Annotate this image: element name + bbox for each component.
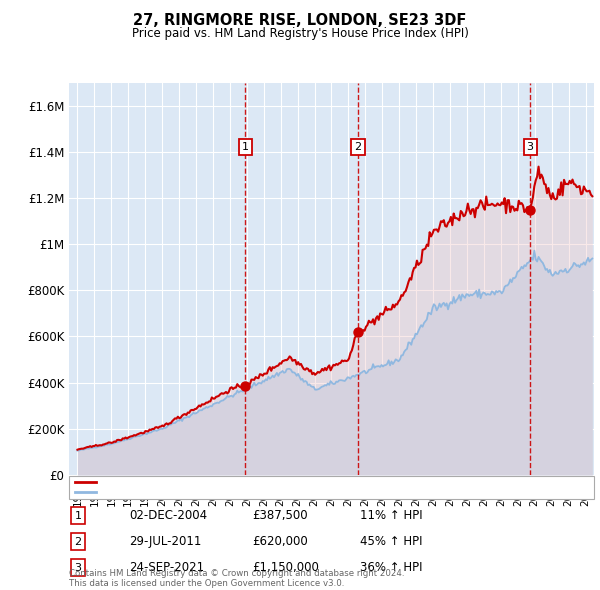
Text: Contains HM Land Registry data © Crown copyright and database right 2024.
This d: Contains HM Land Registry data © Crown c… <box>69 569 404 588</box>
Text: 1: 1 <box>242 142 249 152</box>
Text: 27, RINGMORE RISE, LONDON, SE23 3DF: 27, RINGMORE RISE, LONDON, SE23 3DF <box>133 13 467 28</box>
Text: 24-SEP-2021: 24-SEP-2021 <box>129 561 204 574</box>
Text: £387,500: £387,500 <box>252 509 308 522</box>
Text: 3: 3 <box>74 563 82 572</box>
Text: HPI: Average price, detached house, Lewisham: HPI: Average price, detached house, Lewi… <box>102 487 347 497</box>
Text: 2: 2 <box>74 537 82 546</box>
Text: 02-DEC-2004: 02-DEC-2004 <box>129 509 207 522</box>
Text: 27, RINGMORE RISE, LONDON, SE23 3DF (detached house): 27, RINGMORE RISE, LONDON, SE23 3DF (det… <box>102 477 409 487</box>
Text: 2: 2 <box>355 142 362 152</box>
Text: £620,000: £620,000 <box>252 535 308 548</box>
Text: 3: 3 <box>527 142 533 152</box>
Text: 45% ↑ HPI: 45% ↑ HPI <box>360 535 422 548</box>
Text: 11% ↑ HPI: 11% ↑ HPI <box>360 509 422 522</box>
Text: £1,150,000: £1,150,000 <box>252 561 319 574</box>
Text: 1: 1 <box>74 511 82 520</box>
Text: 36% ↑ HPI: 36% ↑ HPI <box>360 561 422 574</box>
Text: Price paid vs. HM Land Registry's House Price Index (HPI): Price paid vs. HM Land Registry's House … <box>131 27 469 40</box>
Text: 29-JUL-2011: 29-JUL-2011 <box>129 535 202 548</box>
